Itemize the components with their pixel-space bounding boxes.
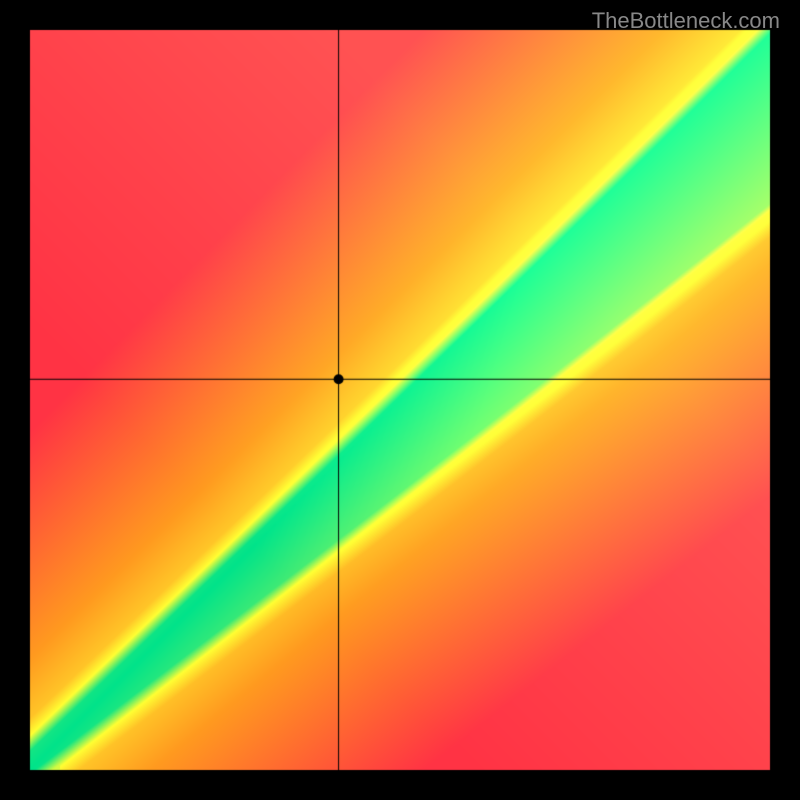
bottleneck-heatmap	[0, 0, 800, 800]
chart-container: TheBottleneck.com	[0, 0, 800, 800]
watermark-text: TheBottleneck.com	[592, 8, 780, 34]
